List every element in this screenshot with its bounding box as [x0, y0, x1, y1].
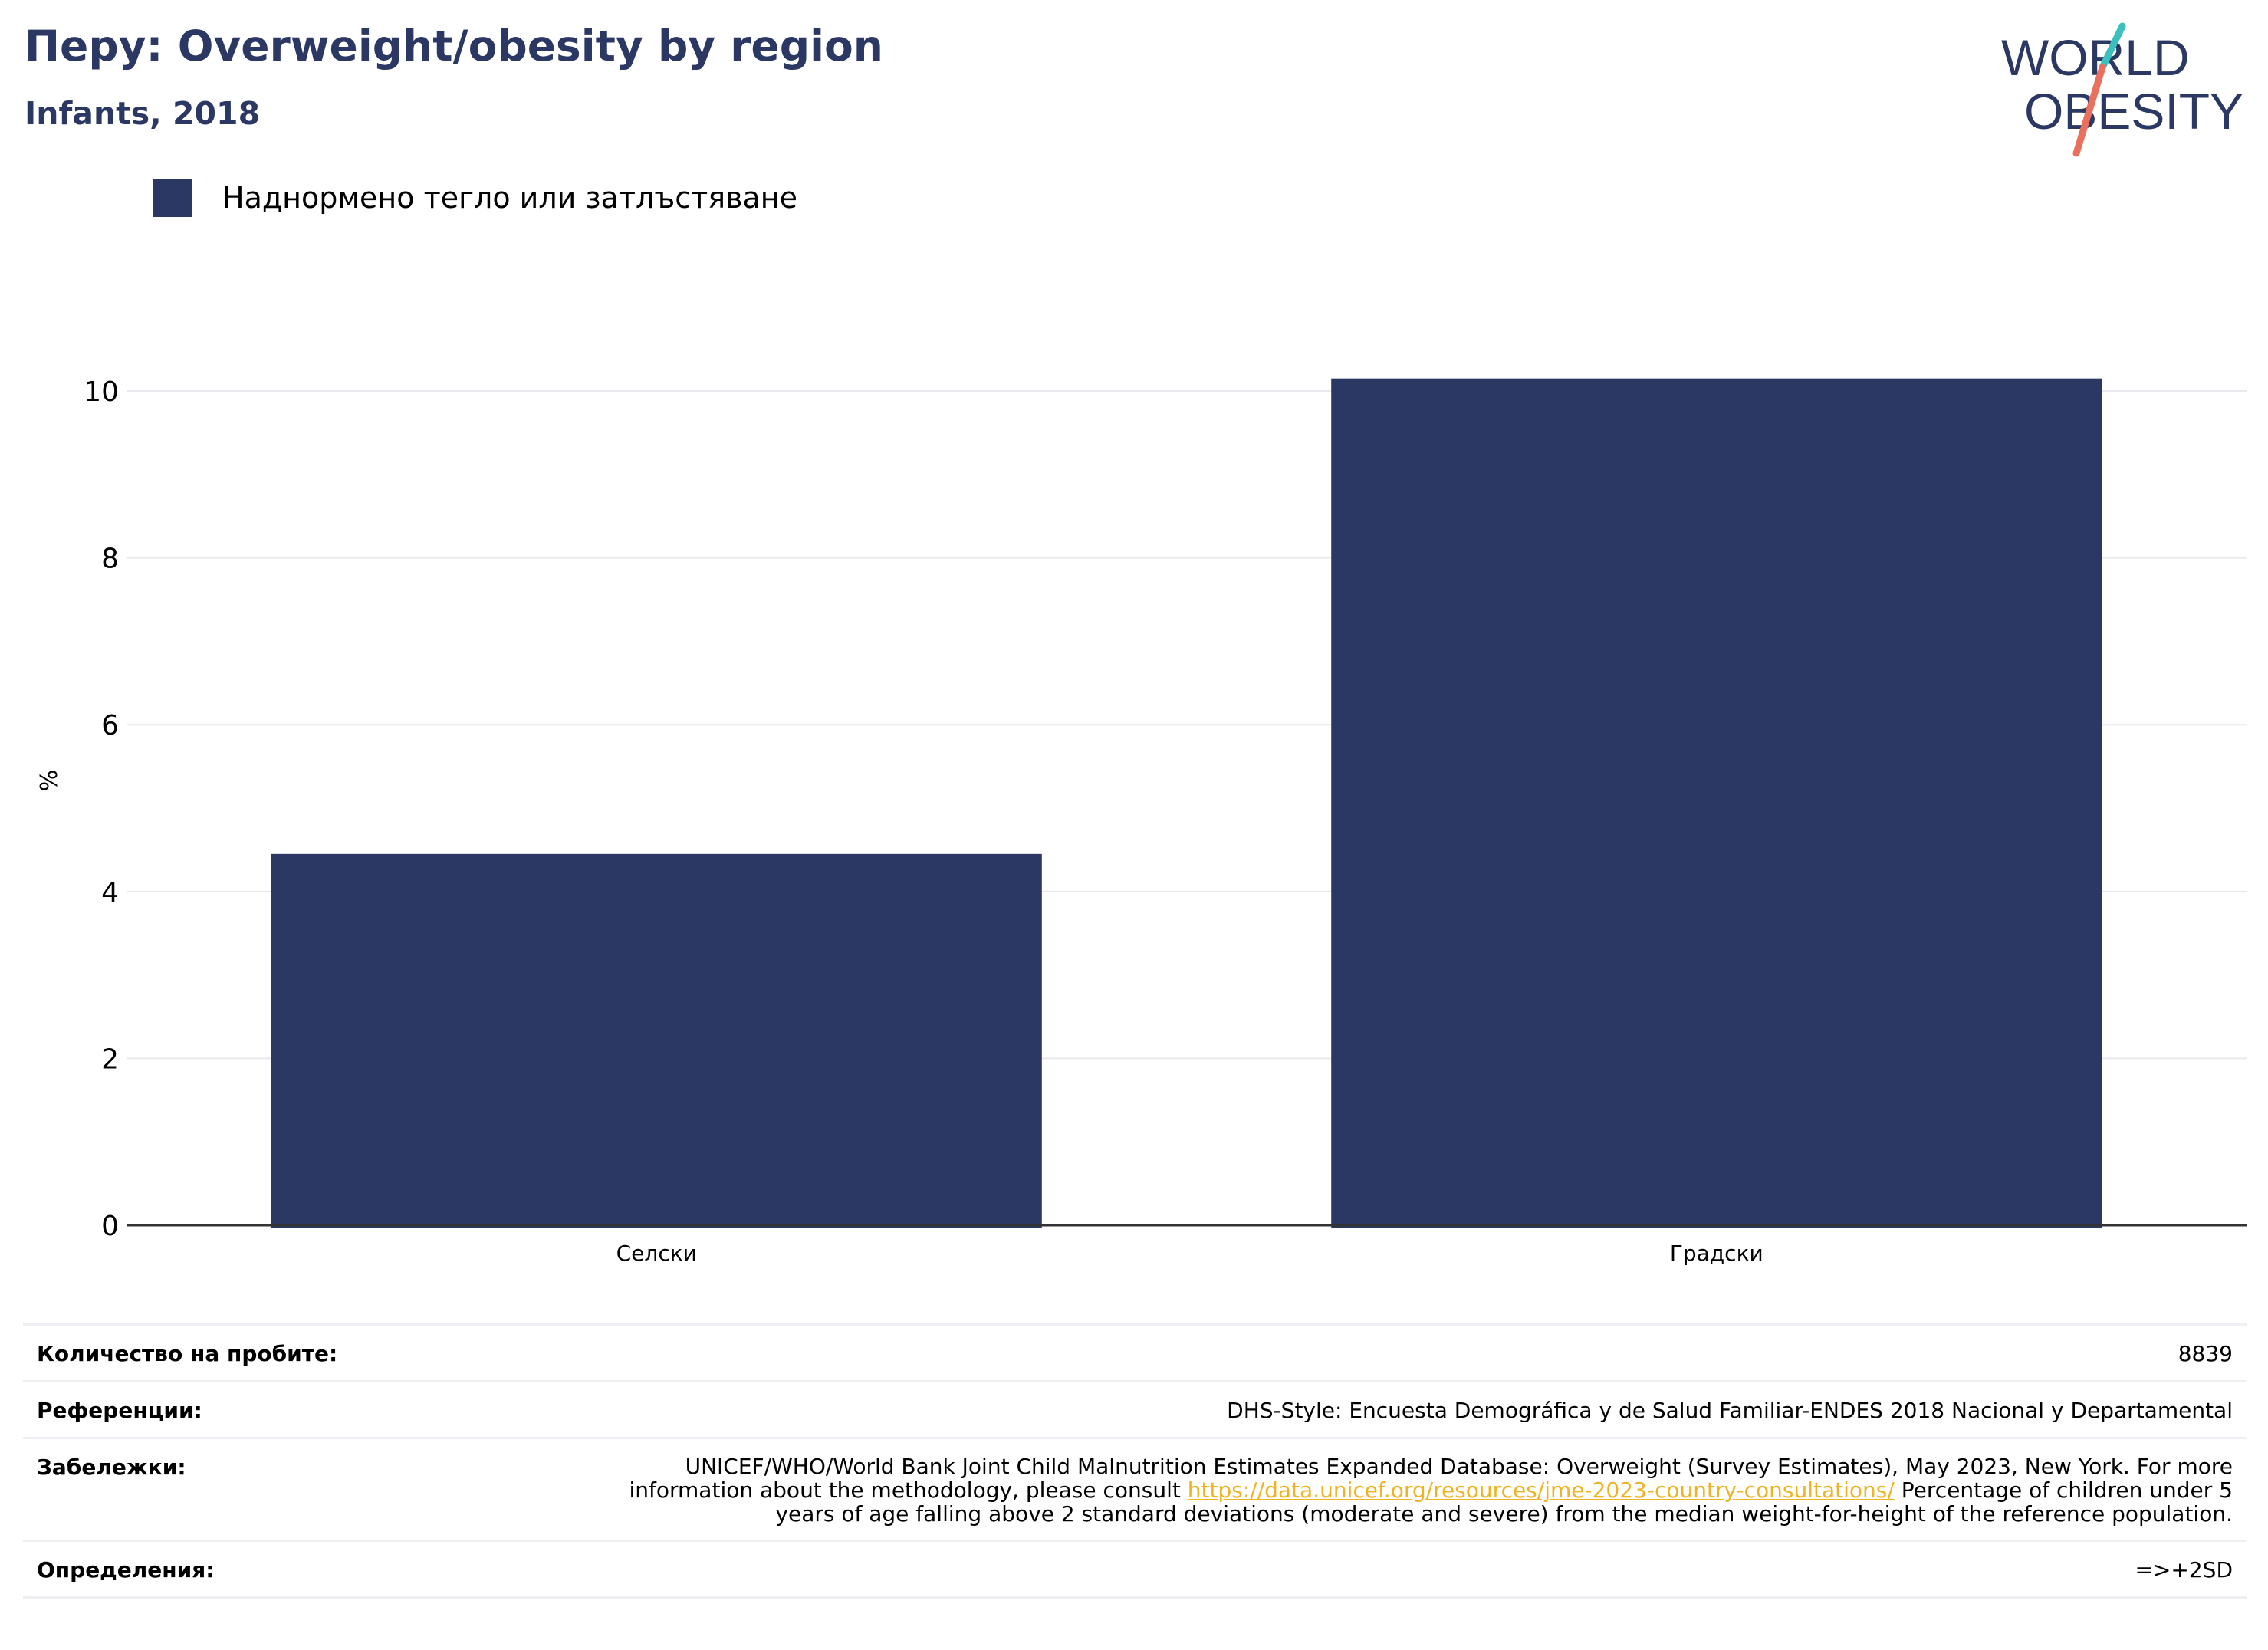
info-table: Количество на пробите: 8839 Референции: …	[23, 1323, 2247, 1599]
logo-word-world: WORLD	[2001, 29, 2190, 86]
notes-label: Забележки:	[37, 1454, 186, 1480]
legend-label: Наднормено тегло или затлъстяване	[222, 181, 797, 215]
info-row-notes: Забележки: UNICEF/WHO/World Bank Joint C…	[23, 1437, 2247, 1540]
sample-value: 8839	[2178, 1341, 2233, 1366]
chart-legend: Наднормено тегло или затлъстяване	[153, 179, 797, 217]
bar-chart: 0 2 4 6 8 10% Селски Градски	[36, 376, 2247, 1266]
bar-2	[1331, 378, 2102, 1229]
y-tick-label-2: 2	[101, 1044, 119, 1075]
x-tick-label-1: Селски	[616, 1241, 697, 1266]
info-row-sample: Количество на пробите: 8839	[23, 1323, 2247, 1380]
sample-label: Количество на пробите:	[37, 1341, 338, 1366]
world-obesity-logo: WORLD OBESITY	[2001, 22, 2243, 157]
references-value: DHS-Style: Encuesta Demográfica y de Sal…	[1227, 1398, 2233, 1423]
info-row-definitions: Определения: =>+2SD	[23, 1540, 2247, 1599]
definitions-label: Определения:	[37, 1557, 215, 1583]
y-tick-label-6: 6	[101, 710, 119, 741]
y-tick-label-0: 0	[101, 1211, 119, 1242]
y-tick-label-4: 4	[101, 877, 119, 909]
chart-title: Перу: Overweight/obesity by region	[25, 21, 883, 71]
logo-word-obesity: OBESITY	[2024, 83, 2243, 140]
logo-slash-coral	[2072, 64, 2106, 157]
chart-subtitle: Infants, 2018	[25, 95, 261, 132]
references-label: Референции:	[37, 1398, 202, 1423]
legend-swatch	[153, 179, 192, 217]
y-axis-label: %	[36, 770, 63, 792]
bar-1	[271, 853, 1042, 1228]
y-tick-label-10: 10	[84, 376, 119, 408]
info-row-references: Референции: DHS-Style: Encuesta Demográf…	[23, 1380, 2247, 1437]
notes-text-1: UNICEF/WHO/World Bank Joint Child Malnut…	[629, 1454, 2233, 1503]
x-tick-label-2: Градски	[1670, 1241, 1763, 1266]
methodology-link[interactable]: https://data.unicef.org/resources/jme-20…	[1187, 1477, 1895, 1503]
notes-value: UNICEF/WHO/World Bank Joint Child Malnut…	[600, 1454, 2233, 1526]
logo-slash-teal	[2099, 22, 2126, 71]
y-tick-label-8: 8	[101, 544, 119, 575]
definitions-value: =>+2SD	[2135, 1557, 2233, 1583]
notes-text-2: Percentage of children under 5 years of …	[775, 1477, 2233, 1527]
